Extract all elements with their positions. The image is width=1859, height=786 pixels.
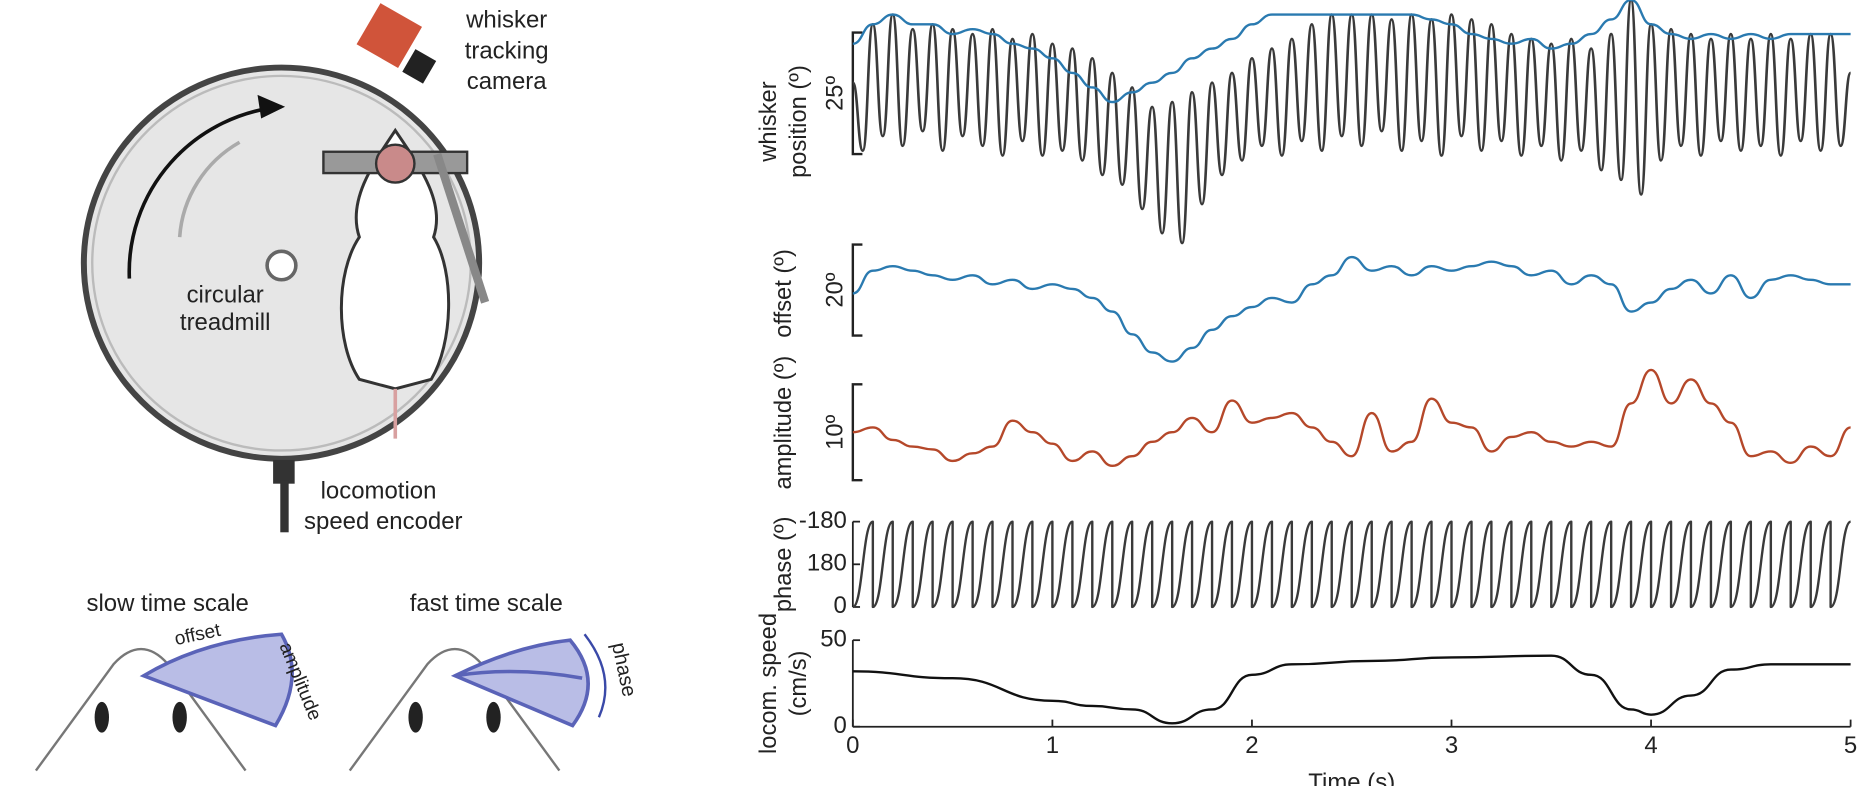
- scale-bar-label: 25º: [821, 76, 848, 111]
- rotation-arrow: [127, 104, 282, 279]
- fast-diagram: [348, 633, 607, 772]
- y-axis-label: whisker: [755, 81, 782, 162]
- trace: [851, 520, 1852, 609]
- treadmill-label: treadmill: [180, 309, 271, 336]
- scale-bar-label: 20º: [821, 272, 848, 307]
- phase-label: phase: [607, 641, 640, 699]
- y-axis-label: (cm/s): [785, 651, 812, 717]
- y-tick-label: 0: [834, 592, 847, 619]
- x-tick-label: 0: [846, 732, 859, 759]
- x-tick-label: 2: [1245, 732, 1258, 759]
- y-axis-label: locom. speed: [755, 613, 782, 754]
- motion-blur: [177, 140, 241, 238]
- slow-title: slow time scale: [86, 590, 248, 617]
- camera-label: tracking: [465, 38, 549, 65]
- y-tick-label: 0: [834, 712, 847, 739]
- trace: [851, 0, 1852, 245]
- trace: [852, 368, 1852, 467]
- eye: [172, 701, 187, 733]
- arrow-head: [257, 94, 286, 119]
- whisker-range: [139, 632, 294, 728]
- slow-diagram: [34, 632, 294, 772]
- eye: [486, 701, 501, 733]
- x-axis-label: Time (s): [1308, 769, 1395, 786]
- whisker-range: [450, 638, 590, 728]
- head-post: [374, 143, 416, 184]
- whisker: [454, 669, 583, 680]
- scale-bar: [851, 31, 863, 156]
- y-axis-label: position (º): [785, 65, 812, 178]
- axle: [265, 249, 298, 282]
- phase-arrow: [583, 633, 607, 718]
- x-tick-label: 1: [1046, 732, 1059, 759]
- treadmill-diagram: [80, 3, 490, 533]
- trace: [852, 654, 1851, 725]
- x-tick-label: 5: [1844, 732, 1857, 759]
- encoder: [273, 459, 295, 484]
- camera-label: whisker: [465, 7, 547, 34]
- treadmill-label: circular: [187, 282, 264, 309]
- y-axis-label: phase (º): [770, 516, 797, 612]
- trace: [852, 0, 1851, 104]
- encoder-label: speed encoder: [304, 508, 463, 535]
- holder: [433, 152, 490, 304]
- y-tick-label: 180: [807, 550, 847, 577]
- camera: [356, 3, 423, 68]
- y-tick-label: -180: [799, 507, 847, 534]
- y-axis-label: amplitude (º): [770, 356, 797, 490]
- encoder-label: locomotion: [321, 477, 437, 504]
- eye: [94, 701, 110, 733]
- fast-title: fast time scale: [410, 590, 563, 617]
- lens: [402, 49, 437, 84]
- trace: [852, 255, 1851, 363]
- x-tick-label: 3: [1445, 732, 1458, 759]
- traces: whisker position (º) 25º offset (º) 20º ampli…: [755, 0, 1857, 786]
- eye: [408, 701, 423, 733]
- scale-bar-label: 10º: [821, 414, 848, 449]
- y-tick-label: 50: [820, 626, 847, 653]
- x-tick-label: 4: [1644, 732, 1657, 759]
- camera-label: camera: [467, 68, 548, 95]
- scale-bar: [851, 243, 863, 337]
- encoder-shaft: [280, 480, 289, 533]
- y-axis-label: offset (º): [770, 249, 797, 338]
